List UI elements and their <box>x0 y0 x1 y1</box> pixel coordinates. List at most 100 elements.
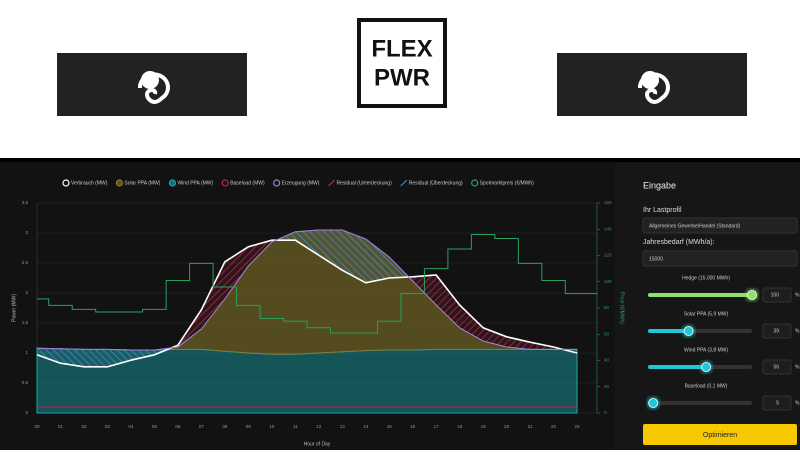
legend-label: Solar PPA (MW) <box>124 180 160 186</box>
slider-fill <box>648 293 752 297</box>
y2-axis-label: Price (€/MWh) <box>619 292 625 324</box>
slider-unit: % <box>795 328 800 334</box>
optimize-button[interactable] <box>643 424 797 445</box>
price-step <box>37 234 597 334</box>
x-tick-label: 22 <box>551 424 557 429</box>
logo-icon <box>141 71 159 89</box>
slider-value: 5 <box>776 400 779 406</box>
legend-label: Residual (Unterdeckung) <box>336 180 392 186</box>
series-line <box>36 229 578 351</box>
slider-label: Wind PPA (3,8 MW) <box>684 347 728 353</box>
button-label: Optimieren <box>703 432 737 439</box>
field-label: Jahresbedarf (MWh/a): <box>643 239 715 246</box>
flexpwr-logo <box>357 18 447 108</box>
y2-tick-label: 120 <box>604 253 612 258</box>
legend-marker <box>471 179 479 187</box>
x-tick-label: 16 <box>410 424 416 429</box>
app-border <box>0 158 800 162</box>
y2-tick-label: 160 <box>604 200 612 205</box>
slider-value: 100 <box>771 292 780 298</box>
slider-fill <box>648 329 689 333</box>
slider-unit: % <box>795 364 800 370</box>
y-tick-label: 2 <box>25 290 28 295</box>
logo-icon <box>641 71 659 89</box>
x-tick-label: 23 <box>575 424 581 429</box>
slider-label: Solar PPA (5,9 MW) <box>684 311 729 317</box>
slider-unit: % <box>795 400 800 406</box>
x-tick-label: 13 <box>340 424 346 429</box>
profile-select[interactable] <box>642 217 798 234</box>
field-label: Ihr Lastprofil <box>643 207 682 214</box>
value-box <box>762 287 792 303</box>
legend-label: Residual (Überdeckung) <box>409 179 463 186</box>
x-tick-label: 02 <box>81 424 87 429</box>
series-line <box>36 239 578 368</box>
slider-fill <box>648 365 707 369</box>
y2-tick-label: 60 <box>604 331 610 336</box>
y-axis-label: Power (MW) <box>11 294 17 322</box>
legend-marker <box>221 179 229 187</box>
y-tick-label: 3,5 <box>22 200 29 205</box>
y-tick-label: 1 <box>25 350 28 355</box>
legend-label: Erzeugung (MW) <box>282 180 320 186</box>
legend-marker <box>400 179 408 187</box>
x-tick-label: 21 <box>528 424 534 429</box>
logo-left <box>57 53 247 116</box>
slider-unit: % <box>795 292 800 298</box>
slider-thumb[interactable] <box>683 326 694 336</box>
legend-marker <box>328 179 335 187</box>
y-tick-label: 3 <box>25 230 28 235</box>
y2-tick-label: 40 <box>604 358 610 363</box>
slider-thumb[interactable] <box>648 398 659 408</box>
slider-label: Hedge (15.000 MWh) <box>682 275 730 281</box>
y2-tick-label: 20 <box>604 384 610 389</box>
value-box <box>762 395 792 411</box>
select-value: Allgemeines Gewerbe/Handel (Standard) <box>649 223 740 229</box>
x-tick-label: 12 <box>316 424 322 429</box>
input-value: 15000 <box>649 256 663 262</box>
x-tick-label: 08 <box>222 424 228 429</box>
slider-track <box>648 401 752 405</box>
x-tick-label: 20 <box>504 424 510 429</box>
x-tick-label: 11 <box>293 424 298 429</box>
legend-label: Baseload (MW) <box>230 180 265 186</box>
value-box <box>762 359 792 375</box>
slider-label: Baseload (0,1 MW) <box>685 383 728 389</box>
x-tick-label: 07 <box>199 424 205 429</box>
x-tick-label: 19 <box>481 424 487 429</box>
legend-marker <box>115 179 124 187</box>
panel-title: Eingabe <box>643 180 676 190</box>
legend-marker <box>168 179 177 187</box>
y2-tick-label: 140 <box>604 226 612 231</box>
y-tick-label: 0,5 <box>22 380 29 385</box>
y2-tick-label: 80 <box>604 305 610 310</box>
legend-marker <box>273 179 281 187</box>
legend-label: Spotmarktpreis (€/MWh) <box>480 180 535 186</box>
slider-value: 39 <box>773 328 779 334</box>
y-tick-label: 1,5 <box>22 320 29 325</box>
y-tick-label: 0 <box>25 410 28 415</box>
legend-label: Wind PPA (MW) <box>177 180 213 186</box>
x-axis-label: Hour of Day <box>304 441 331 447</box>
logo-right <box>557 53 747 116</box>
x-tick-label: 17 <box>434 424 440 429</box>
legend-marker <box>62 179 70 187</box>
x-tick-label: 10 <box>269 424 275 429</box>
x-tick-label: 00 <box>34 424 40 429</box>
legend-label: Verbrauch (MW) <box>71 180 108 186</box>
x-tick-label: 06 <box>175 424 181 429</box>
value-box <box>762 323 792 339</box>
slider-thumb[interactable] <box>747 290 757 300</box>
slider-value: 56 <box>773 364 779 370</box>
x-tick-label: 09 <box>246 424 252 429</box>
x-tick-label: 18 <box>457 424 463 429</box>
logo-text: PWR <box>374 64 430 91</box>
y2-tick-label: 0 <box>604 410 607 415</box>
y2-tick-label: 100 <box>604 279 612 284</box>
slider-thumb[interactable] <box>701 362 712 372</box>
x-tick-label: 14 <box>363 424 369 429</box>
x-tick-label: 03 <box>105 424 111 429</box>
demand-input[interactable] <box>642 250 798 267</box>
